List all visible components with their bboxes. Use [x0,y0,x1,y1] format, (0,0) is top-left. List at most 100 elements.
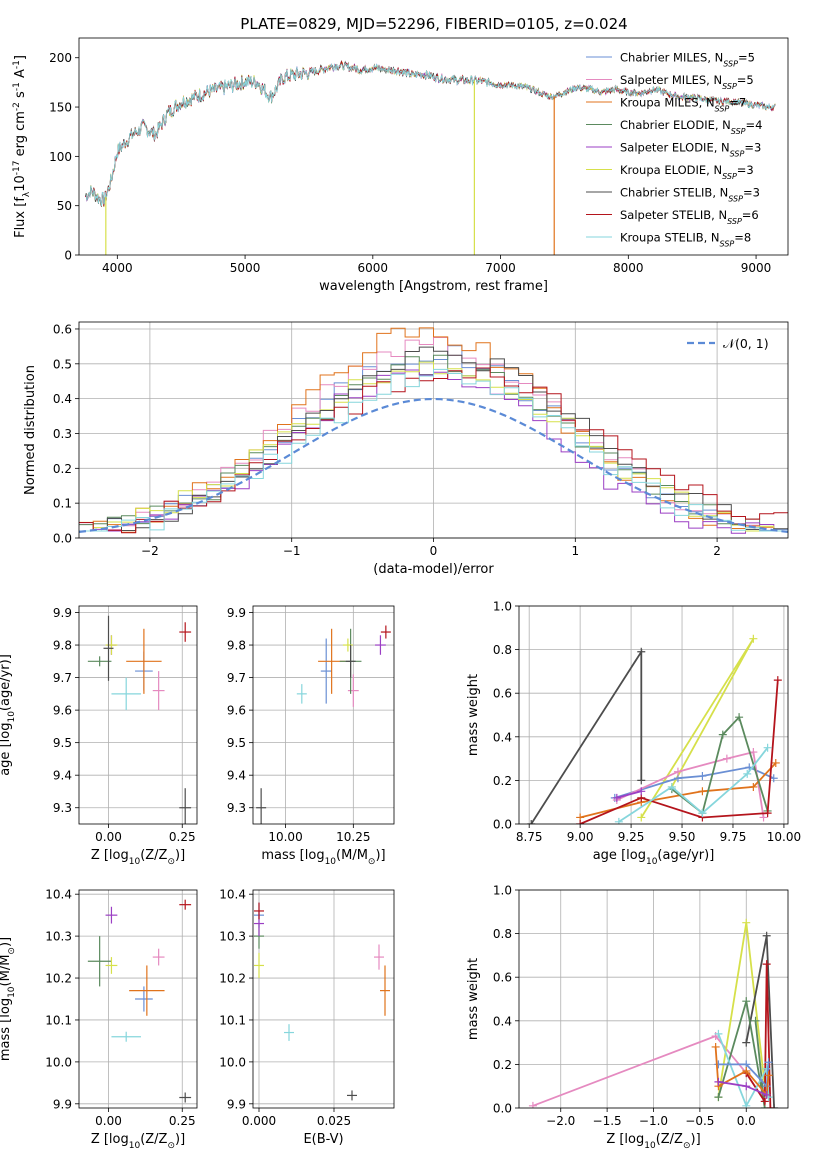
weight-marker [773,676,782,685]
mass-weight-vs-age-ylabel: mass weight [466,674,481,756]
mass-vs-z-xlabel: Z [log10(Z/Z⊙)] [91,1132,185,1151]
spectrum-line-kroupa-stelib [85,62,776,207]
weight-line-kroupa-elodie [640,638,755,818]
y-tick-label: 0.4 [53,392,72,406]
legend-entry: Chabrier STELIB, NSSP=3 [620,186,760,204]
y-tick-label: 10.4 [219,888,246,902]
legend-entry: Salpeter ELODIE, NSSP=3 [620,141,761,159]
y-tick-label: 0.2 [493,774,512,788]
y-tick-label: 9.4 [53,769,72,783]
y-tick-label: 0.0 [53,532,72,546]
x-tick-label: 0.25 [169,830,196,844]
weight-marker [762,960,771,969]
y-tick-label: 10.1 [45,1013,72,1027]
mass-vs-ebv-frame [252,889,395,1109]
mass-weight-vs-z-xlabel: Z [log10(Z/Z⊙)] [606,1132,700,1151]
y-tick-label: 9.9 [53,606,72,620]
x-tick-label: 9.25 [618,830,645,844]
y-tick-label: 9.6 [53,704,72,718]
weight-marker [612,793,621,802]
weight-marker [742,1038,751,1047]
weight-marker [749,748,758,757]
weight-marker [742,1101,751,1108]
legend-entry: Salpeter MILES, NSSP=5 [620,73,754,91]
spectrum-ylabel: Flux [fλ10-17 erg cm-2 s-1 A-1] [12,55,32,238]
weight-marker [771,758,780,767]
y-tick-label: 9.3 [53,801,72,815]
spectrum-legend: Chabrier MILES, NSSP=5 Salpeter MILES, NS… [586,51,762,248]
histogram-kroupa-miles [79,327,788,533]
weight-marker [714,1077,723,1086]
mass-weight-vs-age-xlabel: age [log10(age/yr)] [593,848,715,867]
y-tick-label: 0.4 [493,730,512,744]
mass-vs-ebv-panel: 0.000 0.025 9.9 10.0 10.1 10.2 10.3 10.4 E(B-V) [219,888,395,1147]
y-tick-label: 9.4 [227,769,246,783]
y-tick-label: 1.0 [493,600,512,614]
age-vs-z-ylabel: age [log10(age/yr)] [0,654,17,776]
legend-entry: Chabrier MILES, NSSP=5 [620,51,755,69]
y-tick-label: 0.8 [493,643,512,657]
mass-weight-vs-z-frame [518,889,789,1109]
weight-marker [698,787,707,796]
x-tick-label: −0.5 [685,1114,714,1128]
normal-curve [79,397,788,533]
y-tick-label: 0.6 [493,687,512,701]
legend-entry: Kroupa MILES, NSSP=7 [620,96,746,114]
y-tick-label: 50 [57,199,72,213]
y-tick-label: 1.0 [493,884,512,898]
mass-vs-z-frame [78,889,198,1109]
x-tick-label: 8000 [613,261,644,275]
y-tick-label: 9.9 [53,1097,72,1111]
mass-weight-vs-age-plot-area [527,634,782,824]
residuals-panel: −2 −1 0 1 2 0.0 0.1 0.2 0.3 0.4 0.5 0.6 (data-model)… [23,321,789,577]
x-tick-label: 9.75 [720,830,747,844]
mass-vs-ebv-plot-area [254,902,390,1101]
y-tick-label: 0.4 [493,1014,512,1028]
weight-marker [742,1066,751,1075]
weight-line-chabrier-miles [718,1062,770,1089]
weight-marker [742,997,751,1006]
x-tick-label: −2 [141,544,159,558]
y-tick-label: 10.4 [45,888,72,902]
weight-marker [637,776,646,785]
weight-marker [766,1104,775,1108]
age-vs-z-xlabel: Z [log10(Z/Z⊙)] [91,848,185,867]
legend-entry: Kroupa ELODIE, NSSP=3 [620,163,754,181]
weight-marker [764,1058,773,1067]
x-tick-label: 7000 [485,261,516,275]
y-tick-label: 9.9 [227,606,246,620]
y-tick-label: 9.7 [227,671,246,685]
weight-marker [762,1090,771,1099]
weight-marker [528,1101,537,1108]
y-tick-label: 10.0 [219,1055,246,1069]
age-vs-z-panel: 0.00 0.25 9.3 9.4 9.5 9.6 9.7 9.8 9.9 Z [log10(Z/… [0,605,198,867]
y-tick-label: 10.0 [45,1055,72,1069]
residuals-plot-area [79,327,788,534]
y-tick-label: 10.3 [45,930,72,944]
x-tick-label: 9.50 [669,830,696,844]
residuals-xlabel: (data-model)/error [373,562,494,577]
weight-marker [718,730,727,739]
y-tick-label: 0.6 [493,971,512,985]
x-tick-label: 9000 [741,261,772,275]
weight-marker [763,743,772,752]
weight-marker [749,634,758,643]
mass-vs-z-plot-area [87,899,192,1103]
mass-vs-z-ylabel: mass [log10(M/M⊙)] [0,937,17,1061]
x-tick-label: 1 [571,544,579,558]
weight-marker [762,1064,771,1073]
weight-marker [711,1042,720,1051]
age-vs-mass-panel: 10.00 10.25 9.3 9.4 9.5 9.6 9.7 9.8 9.9 mass [log… [227,605,395,867]
y-tick-label: 150 [49,101,72,115]
mass-weight-vs-z-panel: −2.0 −1.5 −1.0 −0.5 0.0 0.0 0.2 0.4 0.6 0.8 1.0 Z [… [466,884,789,1151]
histogram-kroupa-elodie [79,361,788,532]
mass-weight-vs-z-plot-area [528,918,779,1108]
legend-entry: Chabrier ELODIE, NSSP=4 [620,118,762,136]
x-tick-label: 0.0 [737,1114,756,1128]
x-tick-label: 0.00 [95,830,122,844]
y-tick-label: 0.5 [53,357,72,371]
weight-marker [735,713,744,722]
spectrum-frame [78,37,789,256]
y-tick-label: 10.2 [219,972,246,986]
weight-marker [673,767,682,776]
